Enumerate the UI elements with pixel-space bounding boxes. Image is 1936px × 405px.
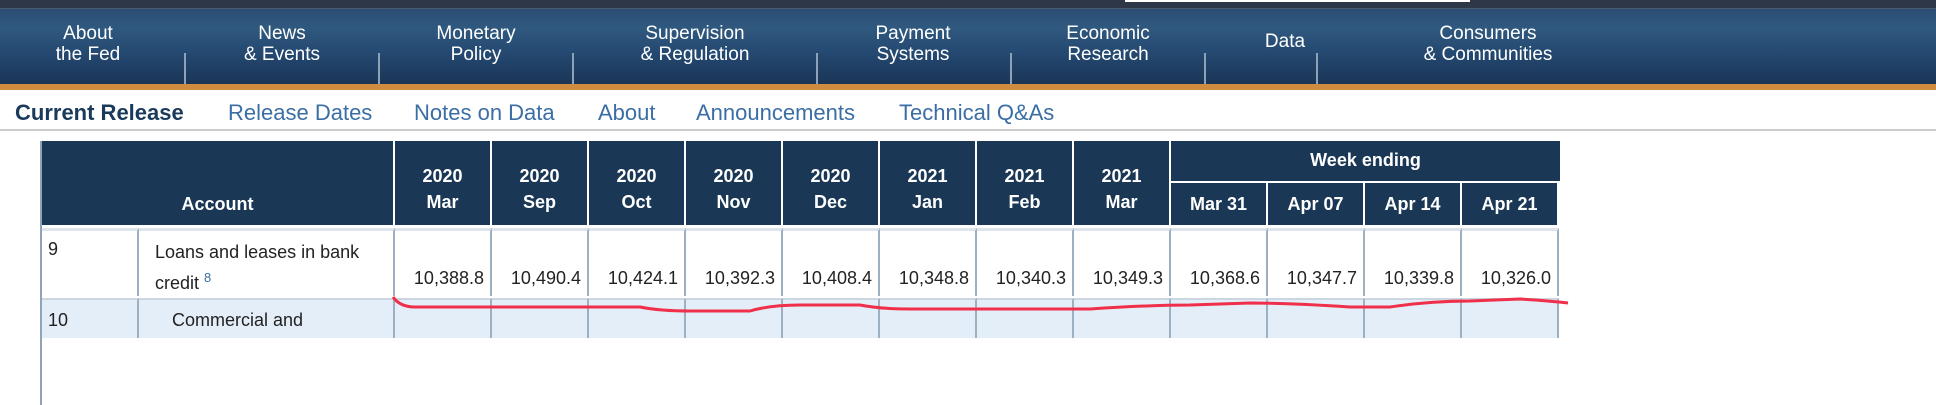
value-cell: 10,424.1: [589, 228, 686, 296]
value-cell: [492, 298, 589, 338]
nav-payment-systems[interactable]: Payment Systems: [875, 23, 951, 65]
column-year: 2020: [616, 166, 657, 186]
value-cell: 10,349.3: [1074, 228, 1171, 296]
tab-technical-qas[interactable]: Technical Q&As: [899, 100, 1055, 125]
column-period: Apr 07: [1287, 194, 1344, 214]
column-header: 2020 Dec: [783, 141, 880, 225]
value-cell: [395, 298, 492, 338]
nav-separator: [816, 53, 818, 89]
value-cell: 10,368.6: [1171, 228, 1268, 296]
nav-separator: [378, 53, 380, 89]
top-bar: [0, 0, 1936, 9]
column-header: 2021 Feb: [977, 141, 1074, 225]
column-header: 2021 Mar: [1074, 141, 1171, 225]
value-cell: 10,392.3: [686, 228, 783, 296]
column-period: Apr 21: [1481, 194, 1538, 214]
main-nav: About the Fed News & Events Monetary Pol…: [0, 9, 1936, 89]
column-header: Mar 31: [1171, 183, 1268, 225]
account-name: Commercial and: [139, 298, 395, 338]
column-period: Nov: [716, 192, 751, 212]
column-header: Apr 07: [1268, 183, 1365, 225]
column-period: Dec: [813, 192, 848, 212]
column-year: 2021: [907, 166, 948, 186]
nav-separator: [572, 53, 574, 89]
column-year: 2020: [713, 166, 754, 186]
nav-consumers-communities[interactable]: Consumers & Communities: [1423, 23, 1553, 65]
column-year: 2020: [519, 166, 560, 186]
column-period: Sep: [522, 192, 556, 212]
nav-about-the-fed[interactable]: About the Fed: [55, 23, 121, 65]
column-period: Mar 31: [1189, 194, 1248, 214]
value-cell: [589, 298, 686, 338]
value-cell: [977, 298, 1074, 338]
value-cell: 10,490.4: [492, 228, 589, 296]
nav-economic-research[interactable]: Economic Research: [1066, 23, 1150, 65]
footnote-link[interactable]: 8: [204, 270, 212, 285]
column-year: 2021: [1101, 166, 1142, 186]
value-cell: 10,326.0: [1462, 228, 1559, 296]
value-cell: 10,340.3: [977, 228, 1074, 296]
nav-separator: [1204, 53, 1206, 89]
tab-release-dates[interactable]: Release Dates: [228, 100, 373, 125]
value-cell: 10,348.8: [880, 228, 977, 296]
account-name: Loans and leases in bank credit 8: [139, 228, 395, 296]
account-text: Loans and leases in bank credit: [155, 242, 360, 293]
value-cell: [686, 298, 783, 338]
nav-separator: [184, 53, 186, 89]
column-year: 2020: [422, 166, 463, 186]
nav-supervision-regulation[interactable]: Supervision & Regulation: [640, 23, 750, 65]
column-header: 2020 Sep: [492, 141, 589, 225]
column-header: Apr 14: [1365, 183, 1462, 225]
column-period: Mar: [1105, 192, 1138, 212]
value-cell: 10,408.4: [783, 228, 880, 296]
search-box-edge[interactable]: [1125, 0, 1470, 2]
row-number: 9: [42, 228, 139, 296]
value-cell: 10,347.7: [1268, 228, 1365, 296]
column-period: Jan: [911, 192, 944, 212]
tab-announcements[interactable]: Announcements: [696, 100, 855, 125]
nav-separator: [1316, 53, 1318, 89]
value-cell: 10,339.8: [1365, 228, 1462, 296]
value-cell: [880, 298, 977, 338]
nav-monetary-policy[interactable]: Monetary Policy: [436, 23, 516, 65]
column-year: 2020: [810, 166, 851, 186]
column-period: Mar: [426, 192, 459, 212]
column-period: Feb: [1008, 192, 1041, 212]
tab-notes-on-data[interactable]: Notes on Data: [414, 100, 555, 125]
column-year: 2021: [1004, 166, 1045, 186]
column-header: Apr 21: [1462, 183, 1559, 225]
week-ending-header: Week ending: [1171, 141, 1562, 183]
nav-news-events[interactable]: News & Events: [243, 23, 321, 65]
nav-separator: [1010, 53, 1012, 89]
account-header: Account: [42, 141, 395, 225]
column-header: 2020 Nov: [686, 141, 783, 225]
nav-data[interactable]: Data: [1264, 31, 1306, 52]
column-header: 2021 Jan: [880, 141, 977, 225]
value-cell: 10,388.8: [395, 228, 492, 296]
column-header: 2020 Oct: [589, 141, 686, 225]
annotation-underline: [391, 296, 1569, 313]
column-period: Apr 14: [1384, 194, 1441, 214]
tab-current-release[interactable]: Current Release: [15, 100, 184, 125]
row-number: 10: [42, 298, 139, 338]
column-header: 2020 Mar: [395, 141, 492, 225]
sub-nav: Current Release Release Dates Notes on D…: [0, 90, 1936, 131]
tab-about[interactable]: About: [598, 100, 656, 125]
column-period: Oct: [621, 192, 652, 212]
data-table: Account Week ending 2020 Mar 2020 Sep 2020 Oct 2…: [40, 141, 1562, 405]
accent-bar: [0, 84, 1936, 90]
